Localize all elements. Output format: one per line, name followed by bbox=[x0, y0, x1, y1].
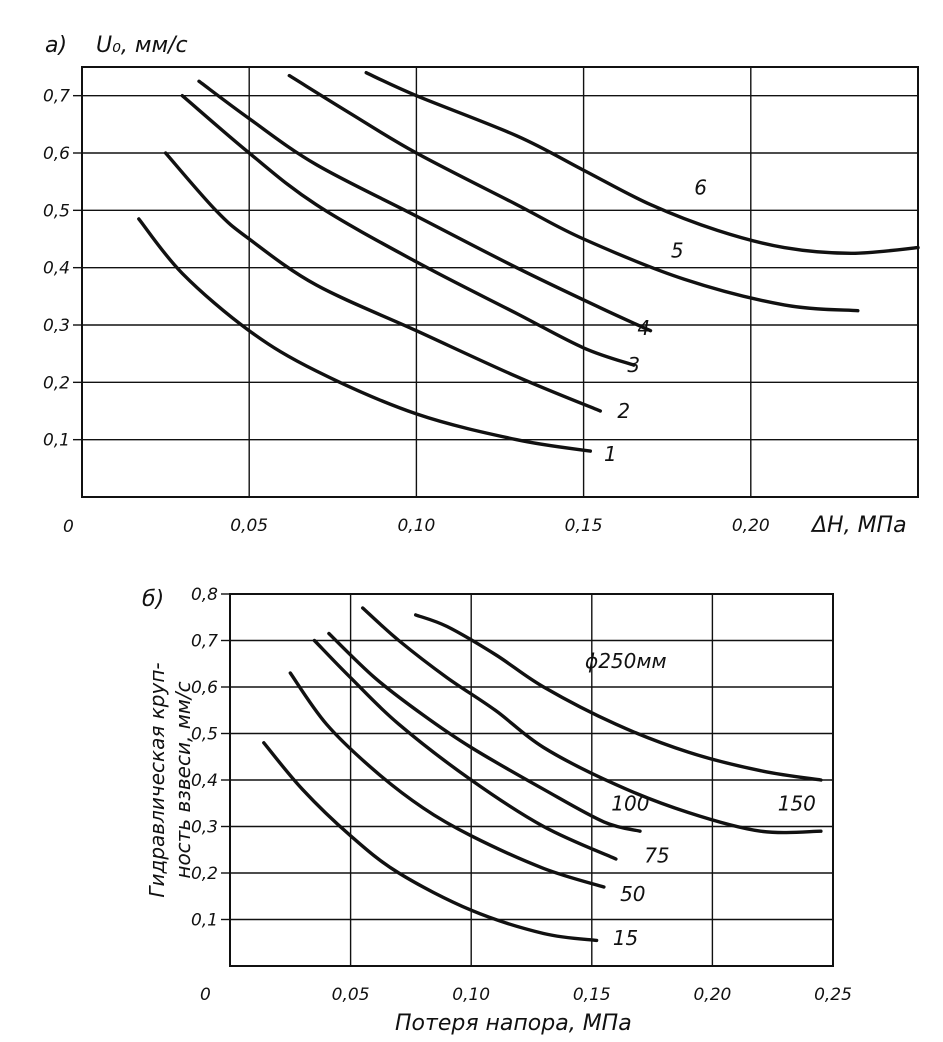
chart-b-curve-100 bbox=[327, 631, 642, 833]
chart-a-curve-label-5: 5 bbox=[671, 238, 684, 262]
chart-a-curve-1 bbox=[137, 217, 592, 453]
chart-b-curve-50 bbox=[288, 671, 606, 889]
chart-a-x-tick-label: 0,10 bbox=[397, 516, 435, 536]
chart-b-curve-label-75: 75 bbox=[644, 843, 669, 867]
chart-b-x-tick-label: 0,20 bbox=[693, 985, 731, 1005]
chart-a-x-axis-label: ΔH, МПа bbox=[810, 513, 907, 538]
chart-a-curve-labels: 12 3 4 5 6 bbox=[604, 175, 707, 466]
chart-a-y-tick-label: 0,4 bbox=[43, 259, 70, 279]
chart-b-x-tick-label: 0,25 bbox=[814, 985, 852, 1005]
chart-b-panel-label: б) bbox=[142, 587, 164, 612]
chart-a-y-tick-label: 0,6 bbox=[43, 144, 70, 164]
chart-a-panel-label: а) bbox=[45, 33, 67, 58]
chart-a: 0,1 0,2 0,3 0,4 0,5 0,6 0,7 0,05 0,10 0,15 0,20 1… bbox=[43, 33, 920, 538]
chart-b-curve-label-100: 100 bbox=[611, 791, 649, 815]
chart-a-y-axis-label: U₀, мм/с bbox=[96, 33, 188, 58]
chart-a-curve-label-3: 3 bbox=[627, 353, 640, 377]
chart-b-y-tick-label: 0,3 bbox=[191, 818, 218, 838]
chart-b-y-tick-label: 0,7 bbox=[191, 632, 218, 652]
chart-b-x-ticks: 0,05 0,10 0,15 0,20 0,25 bbox=[332, 985, 852, 1005]
chart-a-y-ticks: 0,1 0,2 0,3 0,4 0,5 0,6 0,7 bbox=[43, 87, 82, 451]
chart-b-x-tick-label: 0,10 bbox=[452, 985, 490, 1005]
chart-a-y-tick-label: 0,5 bbox=[43, 201, 70, 221]
chart-a-frame bbox=[81, 66, 919, 498]
chart-b-curve-75 bbox=[312, 638, 618, 861]
chart-b-y-tick-label: 0,6 bbox=[191, 678, 218, 698]
chart-a-x-tick-label: 0,05 bbox=[230, 516, 268, 536]
chart-b-origin-label: 0 bbox=[200, 985, 211, 1005]
chart-b-grid bbox=[230, 594, 833, 966]
chart-b-y-tick-label: 0,8 bbox=[191, 585, 218, 605]
chart-b-curve-15 bbox=[262, 741, 599, 943]
chart-b-x-tick-label: 0,05 bbox=[332, 985, 370, 1005]
chart-a-curve-label-6: 6 bbox=[694, 175, 707, 199]
chart-a-curves bbox=[137, 71, 920, 453]
chart-b-x-tick-label: 0,15 bbox=[573, 985, 611, 1005]
chart-b: 0,1 0,2 0,3 0,4 0,5 0,6 0,7 0,8 0,05 0,10 0,15 0,2… bbox=[142, 585, 852, 1036]
chart-a-y-tick-label: 0,7 bbox=[43, 87, 70, 107]
chart-b-y-ticks: 0,1 0,2 0,3 0,4 0,5 0,6 0,7 0,8 bbox=[191, 585, 230, 931]
chart-a-x-tick-label: 0,15 bbox=[565, 516, 603, 536]
chart-a-x-ticks: 0,05 0,10 0,15 0,20 bbox=[230, 516, 769, 536]
chart-b-y-tick-label: 0,4 bbox=[191, 771, 218, 791]
chart-b-curve-label-50: 50 bbox=[620, 882, 645, 906]
chart-b-curve-250 bbox=[414, 613, 823, 782]
chart-b-y-tick-label: 0,2 bbox=[191, 864, 218, 884]
chart-a-curve-3 bbox=[180, 94, 636, 367]
chart-b-curve-150 bbox=[361, 606, 823, 835]
chart-a-x-tick-label: 0,20 bbox=[732, 516, 770, 536]
chart-a-grid bbox=[82, 67, 918, 497]
chart-a-curve-6 bbox=[364, 71, 920, 255]
chart-a-curve-5 bbox=[287, 73, 860, 313]
chart-b-curve-label-150: 150 bbox=[778, 791, 816, 815]
chart-b-curves bbox=[262, 606, 823, 943]
chart-b-y-axis-label-line: Гидравлическая круп- bbox=[145, 662, 169, 897]
chart-a-curve-label-2: 2 bbox=[617, 399, 630, 423]
chart-a-y-tick-label: 0,1 bbox=[43, 431, 70, 451]
chart-a-curve-label-1: 1 bbox=[604, 442, 617, 466]
chart-b-y-tick-label: 0,1 bbox=[191, 911, 218, 931]
chart-b-curve-label-15: 15 bbox=[613, 926, 638, 950]
chart-b-y-axis-label-line: ность взвеси, мм/с bbox=[171, 681, 195, 878]
chart-a-curve-label-4: 4 bbox=[637, 316, 650, 340]
chart-a-curve-2 bbox=[163, 151, 602, 413]
chart-a-y-tick-label: 0,3 bbox=[43, 316, 70, 336]
chart-a-y-tick-label: 0,2 bbox=[43, 373, 70, 393]
chart-a-origin-label: 0 bbox=[63, 517, 74, 537]
chart-b-y-axis-label: Гидравлическая круп-ность взвеси, мм/с bbox=[145, 662, 195, 897]
chart-b-curve-labels: 15 50 75 100 150 bbox=[611, 791, 816, 950]
chart-b-x-axis-label: Потеря напора, МПа bbox=[395, 1011, 632, 1036]
chart-a-curve-4 bbox=[197, 79, 653, 333]
chart-b-y-tick-label: 0,5 bbox=[191, 725, 218, 745]
chart-b-diameter-annotation: ϕ250мм bbox=[585, 649, 667, 673]
